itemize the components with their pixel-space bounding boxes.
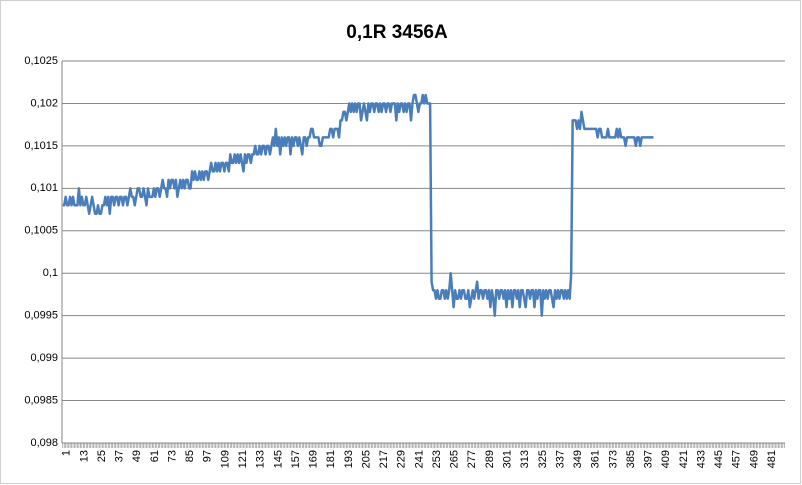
x-tick-label: 421 bbox=[678, 450, 690, 468]
x-tick-label: 265 bbox=[449, 450, 461, 468]
y-tick-label: 0,0985 bbox=[24, 394, 58, 406]
x-tick-label: 73 bbox=[166, 450, 178, 462]
x-tick-label: 397 bbox=[643, 450, 655, 468]
y-tick-label: 0,098 bbox=[30, 437, 58, 449]
x-tick-label: 301 bbox=[501, 450, 513, 468]
x-tick-label: 277 bbox=[466, 450, 478, 468]
x-tick-label: 145 bbox=[272, 450, 284, 468]
x-tick-label: 337 bbox=[554, 450, 566, 468]
y-tick-label: 0,0995 bbox=[24, 310, 58, 322]
x-tick-label: 325 bbox=[537, 450, 549, 468]
x-tick-label: 97 bbox=[202, 450, 214, 462]
y-tick-label: 0,1005 bbox=[24, 225, 58, 237]
x-tick-label: 349 bbox=[572, 450, 584, 468]
y-tick-label: 0,1 bbox=[43, 267, 58, 279]
x-tick-label: 25 bbox=[96, 450, 108, 462]
x-tick-label: 157 bbox=[290, 450, 302, 468]
x-tick-label: 1 bbox=[61, 450, 73, 456]
x-tick-label: 49 bbox=[131, 450, 143, 462]
y-tick-label: 0,099 bbox=[30, 352, 58, 364]
x-tick-label: 169 bbox=[308, 450, 320, 468]
x-tick-label: 205 bbox=[360, 450, 372, 468]
y-tick-label: 0,102 bbox=[30, 97, 58, 109]
x-tick-label: 289 bbox=[484, 450, 496, 468]
x-tick-label: 409 bbox=[660, 450, 672, 468]
chart-title: 0,1R 3456A bbox=[346, 22, 448, 43]
x-tick-label: 13 bbox=[78, 450, 90, 462]
x-tick-label: 445 bbox=[713, 450, 725, 468]
x-tick-label: 313 bbox=[519, 450, 531, 468]
x-tick-label: 181 bbox=[325, 450, 337, 468]
data-line bbox=[62, 93, 654, 317]
x-tick-label: 109 bbox=[219, 450, 231, 468]
x-tick-label: 241 bbox=[413, 450, 425, 468]
x-tick-label: 481 bbox=[766, 450, 778, 468]
x-tick-label: 457 bbox=[731, 450, 743, 468]
x-tick-label: 61 bbox=[149, 450, 161, 462]
x-tick-label: 121 bbox=[237, 450, 249, 468]
x-tick-label: 253 bbox=[431, 450, 443, 468]
x-tick-label: 373 bbox=[607, 450, 619, 468]
y-tick-label: 0,1025 bbox=[24, 55, 58, 67]
y-tick-label: 0,1015 bbox=[24, 140, 58, 152]
x-tick-label: 193 bbox=[343, 450, 355, 468]
x-tick-label: 85 bbox=[184, 450, 196, 462]
x-tick-label: 385 bbox=[625, 450, 637, 468]
x-tick-label: 433 bbox=[695, 450, 707, 468]
x-tick-label: 37 bbox=[114, 450, 126, 462]
x-tick-label: 361 bbox=[590, 450, 602, 468]
x-tick-label: 229 bbox=[396, 450, 408, 468]
x-tick-label: 217 bbox=[378, 450, 390, 468]
y-tick-label: 0,101 bbox=[30, 182, 58, 194]
x-tick-label: 469 bbox=[748, 450, 760, 468]
x-tick-label: 133 bbox=[255, 450, 267, 468]
